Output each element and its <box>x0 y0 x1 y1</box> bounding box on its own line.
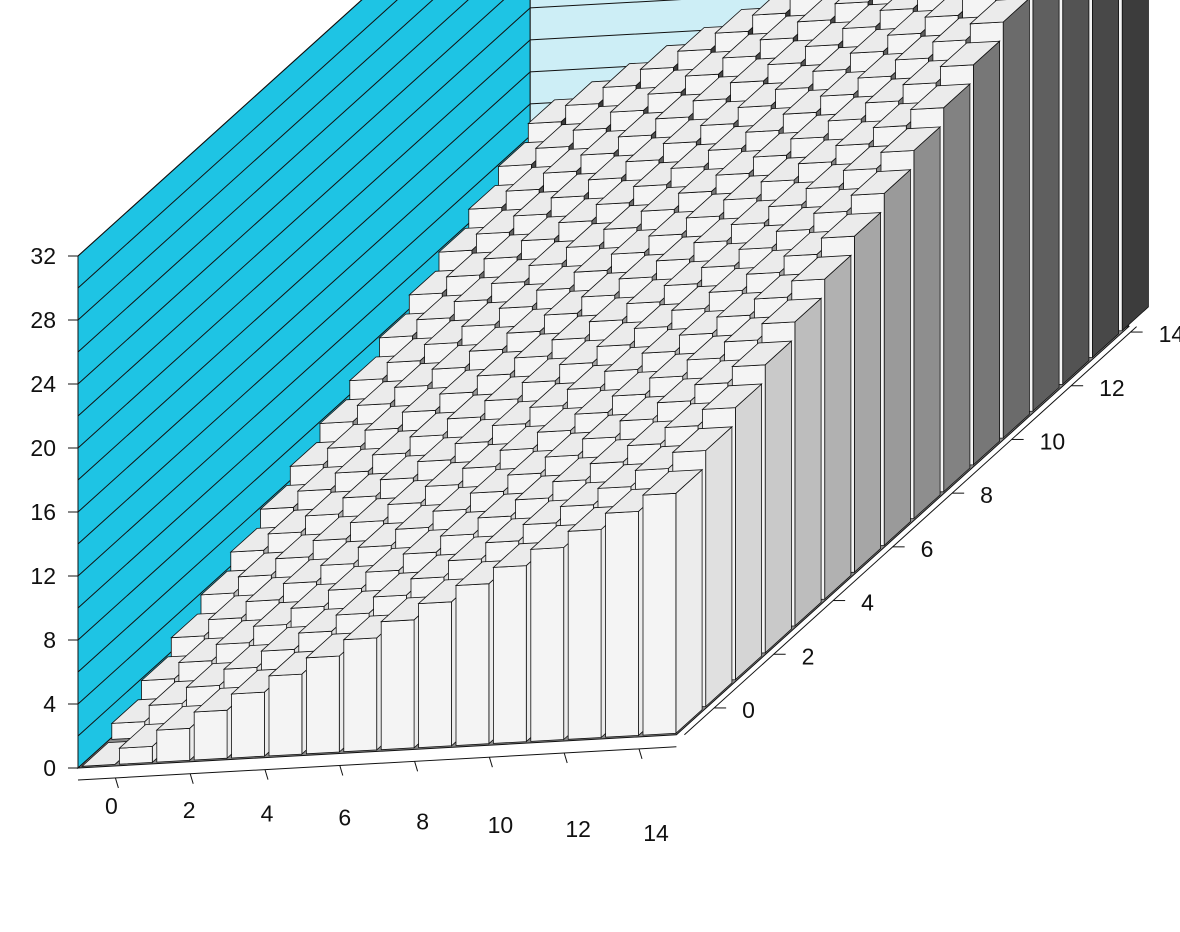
y-tick-label: 12 <box>1099 375 1125 401</box>
axes <box>68 255 1143 789</box>
z-tick-label: 32 <box>30 243 56 269</box>
bars <box>80 0 1149 767</box>
x-tick <box>638 748 643 760</box>
y-tick-label: 6 <box>921 536 934 562</box>
grid-line <box>77 0 434 321</box>
bar <box>641 468 704 736</box>
x-tick-label: 14 <box>643 820 669 846</box>
y-tick-label: 8 <box>980 482 993 508</box>
x-tick-label: 10 <box>488 812 514 838</box>
z-tick-label: 20 <box>30 435 56 461</box>
x-tick-label: 4 <box>261 801 274 827</box>
y-tick-label: 14 <box>1159 321 1180 347</box>
z-tick-label: 0 <box>43 755 56 781</box>
z-tick-label: 28 <box>30 307 56 333</box>
x-tick-label: 2 <box>183 797 196 823</box>
x-tick <box>189 773 194 784</box>
y-tick-label: 10 <box>1040 428 1066 454</box>
z-tick-label: 4 <box>43 691 56 717</box>
x-tick <box>488 757 493 768</box>
z-tick-label: 8 <box>43 627 56 653</box>
grid-line <box>77 0 398 289</box>
y-tick-label: 4 <box>861 590 874 616</box>
grid-line <box>77 0 505 385</box>
x-tick <box>563 752 568 764</box>
x-axis-line <box>77 746 677 781</box>
z-tick-label: 12 <box>30 563 56 589</box>
x-tick-label: 0 <box>105 793 118 819</box>
x-tick <box>339 765 344 776</box>
x-tick-label: 12 <box>565 816 591 842</box>
z-tick-label: 16 <box>30 499 56 525</box>
x-tick-label: 6 <box>338 804 351 830</box>
grid-line <box>77 0 363 257</box>
y-tick-label: 2 <box>802 643 815 669</box>
x-tick-label: 8 <box>416 808 429 834</box>
grid-line <box>77 0 682 417</box>
y-tick-label: 0 <box>742 697 755 723</box>
x-tick <box>114 777 119 789</box>
x-tick <box>264 769 269 780</box>
grid-line <box>77 0 469 353</box>
z-tick-label: 24 <box>30 371 56 397</box>
x-tick <box>414 761 419 772</box>
y-axis-line <box>684 326 1137 736</box>
